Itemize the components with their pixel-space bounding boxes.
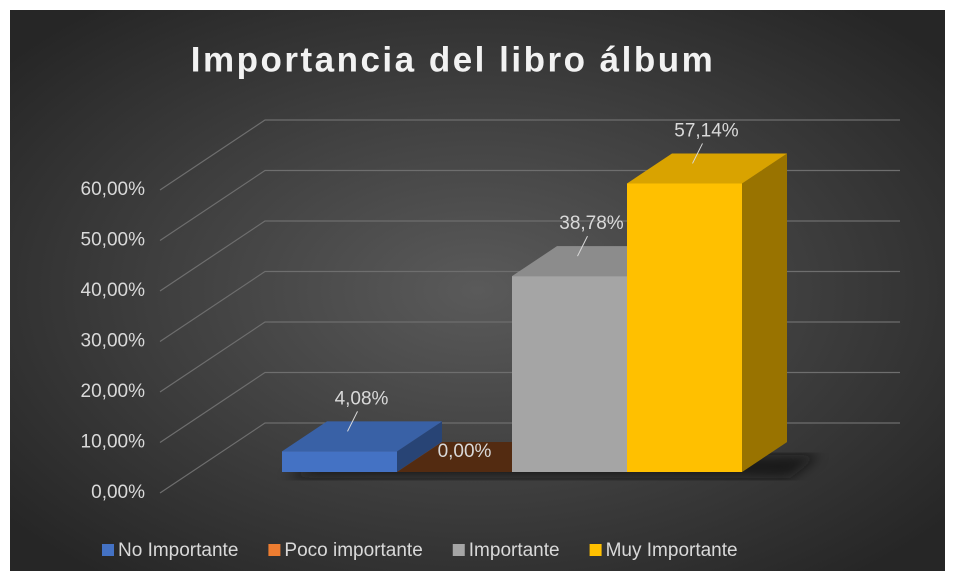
legend-swatch [268, 544, 281, 556]
chart-background [10, 10, 945, 571]
bar-top [627, 153, 787, 184]
data-label: 0,00% [438, 441, 492, 462]
bar-top-shade [627, 153, 787, 184]
legend-label: Poco importante [284, 540, 422, 561]
bar-right-shade [742, 153, 787, 472]
legend-label: Muy Importante [606, 540, 738, 561]
data-label: 4,08% [335, 388, 389, 409]
leader-line [692, 143, 703, 164]
y-tick-label: 50,00% [81, 230, 146, 251]
bar-front [627, 183, 742, 472]
data-label: 38,78% [559, 213, 624, 234]
bar-right-shade [397, 421, 442, 472]
legend-label: Importante [469, 540, 560, 561]
y-tick-label: 10,00% [81, 432, 146, 453]
bar-front [282, 451, 397, 472]
y-tick-label: 20,00% [81, 381, 146, 402]
leader-line [577, 235, 588, 257]
bar-top [282, 421, 442, 452]
chart-title: Importancia del libro álbum [191, 40, 716, 79]
bar-front [512, 276, 627, 472]
legend-swatch [102, 544, 114, 556]
legend-swatch [452, 544, 465, 556]
bar-top-shade [282, 421, 442, 452]
data-label: 57,14% [674, 120, 739, 141]
y-tick-label: 0,00% [91, 482, 145, 503]
bar-right [742, 153, 787, 472]
bar-right [397, 421, 442, 472]
legend-label: No Importante [118, 540, 238, 561]
bar [282, 421, 442, 472]
y-tick-label: 40,00% [81, 280, 146, 301]
leader-line [347, 411, 358, 432]
legend-swatch [589, 544, 602, 556]
grid-line [159, 119, 900, 191]
bar [627, 153, 787, 472]
y-tick-label: 60,00% [81, 179, 146, 200]
y-tick-label: 30,00% [81, 331, 146, 352]
